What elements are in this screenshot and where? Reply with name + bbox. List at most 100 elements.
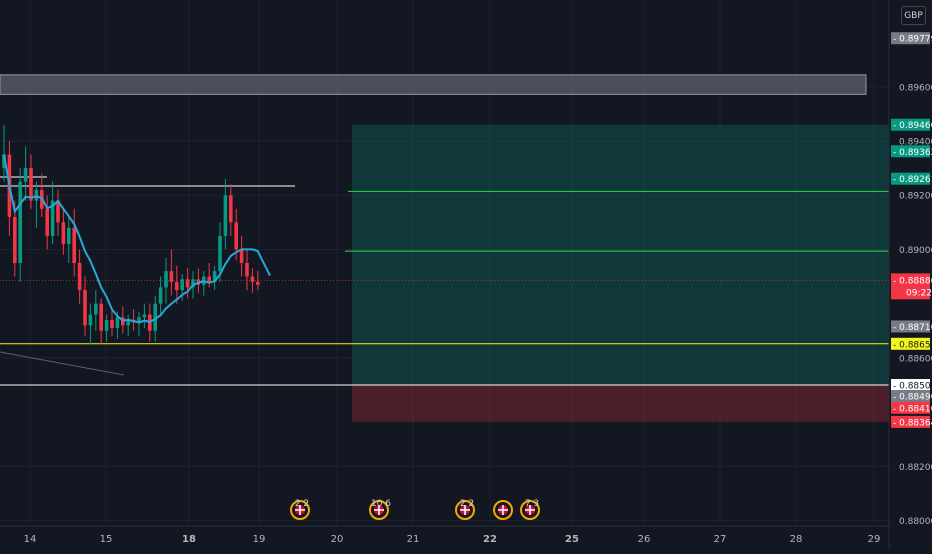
candle-body: [153, 303, 157, 331]
event-marker[interactable]: 2 2: [455, 499, 475, 520]
price-tag: - 0.88364: [891, 415, 932, 428]
x-tick-label: 19: [253, 534, 266, 545]
price-tag-label: - 0.88496: [893, 393, 932, 403]
x-tick-label: 20: [331, 534, 344, 545]
candle-body: [142, 314, 147, 318]
candle-body: [2, 154, 6, 169]
price-tag-label: - 0.88716: [893, 323, 932, 333]
price-tag-bg: [891, 379, 930, 392]
grey-trend-line: [0, 351, 125, 376]
drawings: [0, 176, 295, 376]
moving-average-line: [3, 154, 271, 324]
x-tick-label: 27: [714, 534, 727, 545]
candle-body: [99, 303, 103, 331]
event-count: 7 3: [525, 499, 539, 509]
price-tag-bg: [891, 32, 930, 45]
event-count: 2 2: [460, 499, 474, 509]
price-tag: - 0.89362: [891, 145, 932, 158]
price-tag-label: - 0.88500: [893, 382, 932, 392]
candle-body: [67, 227, 71, 245]
candles: [2, 124, 260, 345]
price-tag-label: - 0.89460: [893, 121, 932, 131]
candle-body: [115, 317, 120, 329]
price-tag-bg: [891, 415, 930, 428]
zone-profit: [352, 124, 889, 386]
price-tag: - 0.88496: [891, 390, 932, 403]
price-tag-label: - 0.88652: [893, 340, 932, 350]
candle-body: [94, 303, 98, 315]
price-tag-bg: [891, 172, 930, 185]
candle-body: [218, 235, 222, 272]
candle-body: [56, 200, 60, 223]
candle-body: [50, 200, 55, 236]
candle-body: [72, 227, 76, 263]
zone-resistance: [0, 74, 867, 95]
candle-body: [229, 195, 233, 223]
x-tick-label: 29: [868, 534, 881, 545]
price-tag-label: - 0.89362: [893, 148, 932, 158]
last-price-tag: - 0.88886 09:22: [891, 273, 932, 300]
x-tick-label: 22: [483, 534, 497, 545]
candle-body: [185, 279, 190, 288]
price-tag-bg: [891, 390, 930, 403]
x-tick-label: 28: [790, 534, 803, 545]
candle-body: [29, 168, 33, 201]
event-marker[interactable]: 2 2: [290, 499, 310, 520]
candle-body: [191, 279, 195, 288]
price-tag: - 0.89261: [891, 172, 932, 185]
price-tag-label: - 0.89779: [893, 35, 932, 45]
candle-body: [34, 189, 39, 201]
last-price-label: - 0.88886: [893, 276, 932, 286]
candle-body: [164, 271, 168, 288]
economic-events[interactable]: 2 2 10 6 2 2 7 3: [290, 499, 540, 520]
candle-body: [207, 276, 211, 282]
candle-body: [234, 222, 238, 250]
x-tick-label: 25: [565, 534, 579, 545]
price-tag: - 0.89779: [891, 32, 932, 45]
price-tag-bg: [891, 320, 930, 333]
candle-body: [180, 279, 184, 291]
candle-body: [212, 271, 217, 282]
currency-button[interactable]: GBP: [901, 6, 926, 25]
candle-body: [239, 249, 244, 263]
candle-body: [61, 222, 66, 245]
candle-body: [45, 208, 49, 236]
price-tag: - 0.88500: [891, 379, 932, 392]
event-marker[interactable]: [493, 500, 513, 520]
price-tag-bg: [891, 337, 930, 350]
x-tick-label: 21: [407, 534, 420, 545]
x-tick-label: 14: [24, 534, 37, 545]
candle-body: [110, 319, 114, 329]
price-tag: - 0.88652: [891, 337, 932, 350]
price-tag-label: - 0.88416: [893, 404, 932, 414]
price-tag-label: - 0.88364: [893, 418, 932, 428]
price-tag-bg: [891, 145, 930, 158]
candle-body: [83, 290, 87, 326]
price-tag-bg: [891, 401, 930, 414]
event-marker[interactable]: 7 3: [520, 499, 540, 520]
price-tag-bg: [891, 118, 930, 131]
candle-body: [169, 271, 174, 282]
zone-loss: [352, 385, 889, 422]
candle-body: [18, 181, 22, 263]
candle-body: [77, 263, 82, 291]
candle-body: [250, 276, 255, 282]
price-tag-label: - 0.89261: [893, 175, 932, 185]
price-tag: - 0.88416: [891, 401, 932, 414]
candle-body: [245, 263, 249, 277]
zones: [0, 74, 889, 422]
candle-body: [137, 317, 141, 323]
price-tag: - 0.88716: [891, 320, 932, 333]
y-tick-label: 0.88000: [899, 517, 932, 527]
candle-body: [126, 319, 130, 326]
price-tag: - 0.89460: [891, 118, 932, 131]
event-marker[interactable]: 10 6: [369, 499, 391, 520]
time-axis: 14 15 18 19 20 21 22 25 26 27 28 29: [0, 525, 889, 545]
candle-body: [104, 319, 109, 331]
